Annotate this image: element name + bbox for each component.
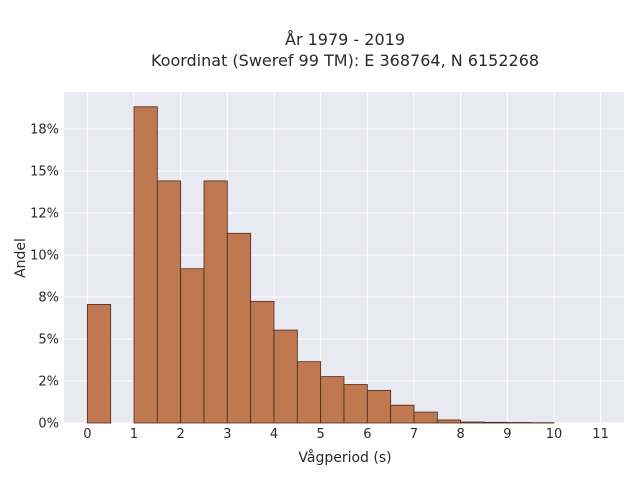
x-tick-label: 11: [592, 427, 609, 442]
histogram-bar: [367, 390, 390, 423]
x-tick-label: 6: [363, 427, 371, 442]
chart-title-line1: År 1979 - 2019: [285, 30, 405, 49]
histogram-bar: [204, 181, 227, 423]
y-tick-label: 18%: [30, 122, 59, 137]
histogram-bar: [157, 181, 180, 423]
histogram-bar: [181, 269, 204, 423]
y-tick-label: 2%: [38, 374, 59, 389]
x-tick-label: 9: [503, 427, 511, 442]
y-axis-title: Andel: [13, 238, 29, 278]
histogram-bar: [87, 304, 110, 423]
histogram-bar: [274, 330, 297, 423]
histogram-bar: [484, 422, 507, 423]
histogram-bar: [344, 385, 367, 423]
histogram-bar: [461, 422, 484, 423]
x-tick-label: 8: [457, 427, 465, 442]
y-tick-label: 12%: [30, 206, 59, 221]
y-tick-label: 8%: [38, 290, 59, 305]
x-tick-label: 3: [223, 427, 231, 442]
x-axis-title: Vågperiod (s): [298, 449, 391, 466]
histogram-bar: [297, 362, 320, 423]
histogram-bar: [437, 420, 460, 423]
x-tick-label: 1: [130, 427, 138, 442]
x-tick-label: 10: [546, 427, 563, 442]
x-tick-label: 2: [177, 427, 185, 442]
x-tick-label: 7: [410, 427, 418, 442]
histogram-bar: [414, 412, 437, 423]
x-tick-label: 4: [270, 427, 278, 442]
chart-title-line2: Koordinat (Sweref 99 TM): E 368764, N 61…: [151, 51, 539, 70]
histogram-bar: [321, 377, 344, 423]
x-tick-labels: 0 1 2 3 4 5 6 7 8 9 10 11: [83, 427, 609, 442]
histogram-bar: [391, 405, 414, 423]
x-tick-label: 5: [317, 427, 325, 442]
histogram-bar: [507, 422, 530, 423]
y-tick-label: 0%: [38, 417, 59, 432]
y-tick-label: 10%: [30, 248, 59, 263]
y-tick-label: 15%: [30, 164, 59, 179]
histogram-bar: [134, 107, 157, 423]
y-tick-labels: 0% 2% 5% 8% 10% 12% 15% 18%: [30, 122, 59, 431]
y-tick-label: 5%: [38, 332, 59, 347]
x-tick-label: 0: [83, 427, 91, 442]
histogram-bar: [227, 233, 250, 423]
histogram-bar: [251, 301, 274, 423]
